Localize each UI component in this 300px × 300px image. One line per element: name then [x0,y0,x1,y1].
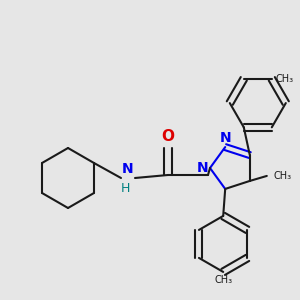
Text: CH₃: CH₃ [274,171,292,181]
Text: CH₃: CH₃ [214,275,232,285]
Text: N: N [122,162,134,176]
Text: N: N [196,161,208,175]
Text: N: N [219,131,231,145]
Text: H: H [120,182,130,194]
Text: CH₃: CH₃ [276,74,294,84]
Text: O: O [161,129,175,144]
